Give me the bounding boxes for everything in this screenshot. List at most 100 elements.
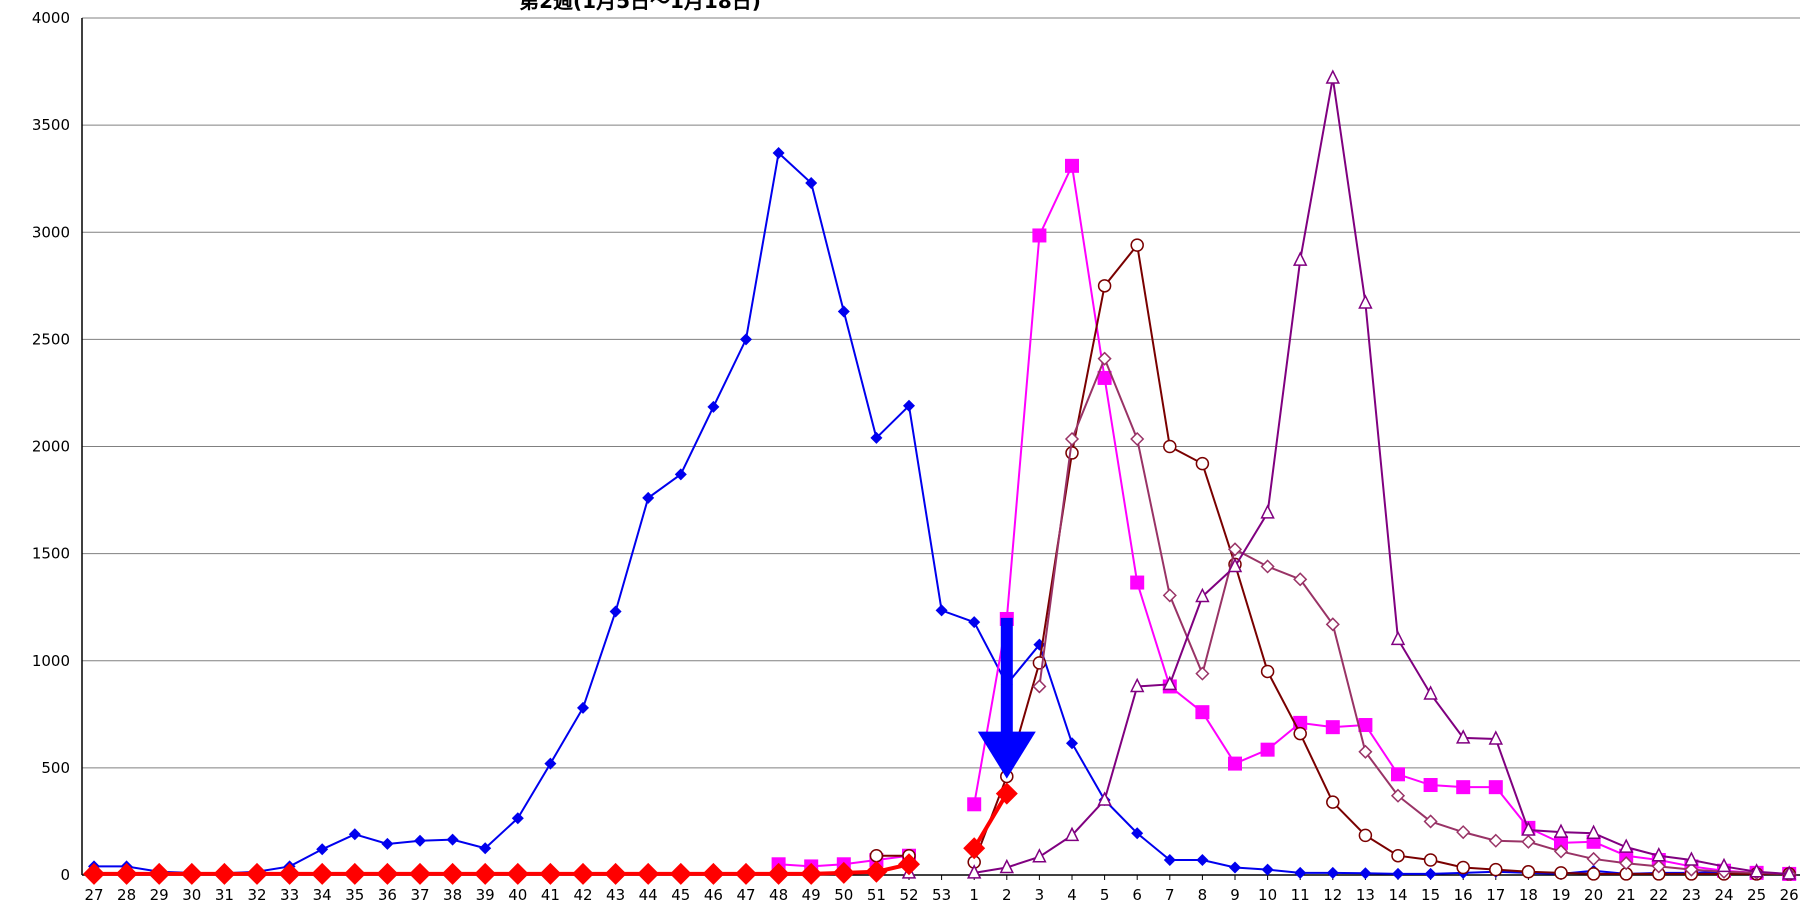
- arrow-shaft: [1000, 617, 1013, 734]
- data-point: [1651, 859, 1666, 874]
- data-point: [740, 333, 752, 346]
- data-point: [1358, 718, 1373, 733]
- data-point: [1260, 664, 1275, 679]
- gridlines: [82, 17, 1800, 769]
- data-point: [213, 862, 236, 885]
- data-point: [1064, 431, 1080, 447]
- data-point: [1293, 572, 1308, 587]
- data-point: [1293, 726, 1307, 741]
- x-tick-label: 5: [1100, 886, 1110, 904]
- data-point: [1032, 228, 1047, 243]
- data-point: [544, 757, 557, 770]
- y-axis-ticks: 0 500 1000 1500 2000 2500 3000 3500 4000: [32, 9, 70, 884]
- data-point: [1423, 778, 1438, 793]
- data-point: [539, 862, 562, 885]
- annotation-arrow: [977, 617, 1036, 779]
- data-point: [1325, 617, 1340, 632]
- data-point: [1292, 251, 1308, 266]
- data-point: [967, 797, 982, 812]
- x-tick-label: 3: [1035, 886, 1045, 904]
- data-point: [707, 400, 720, 413]
- chart-title: 第2週(1月5日～1月18日): [519, 0, 761, 13]
- data-point: [966, 864, 982, 879]
- data-point: [1716, 857, 1732, 873]
- data-point: [1489, 862, 1503, 877]
- data-point: [1097, 351, 1112, 366]
- data-point: [446, 833, 459, 846]
- x-tick-label: 28: [117, 886, 136, 904]
- x-tick-label: 15: [1421, 886, 1440, 904]
- x-tick-label: 37: [410, 886, 429, 904]
- data-point: [642, 491, 655, 504]
- data-point: [837, 305, 850, 318]
- data-point: [1294, 866, 1307, 879]
- x-tick-label: 20: [1584, 886, 1603, 904]
- data-point: [278, 862, 301, 885]
- data-point: [1424, 867, 1437, 880]
- data-point: [968, 616, 981, 629]
- data-point: [1227, 542, 1243, 557]
- x-tick-label: 9: [1230, 886, 1240, 904]
- x-tick-label: 19: [1551, 886, 1570, 904]
- data-point: [1326, 795, 1340, 809]
- x-tick-label: 10: [1258, 886, 1277, 904]
- y-tick-label: 1500: [32, 545, 70, 563]
- x-tick-label: 44: [639, 886, 658, 904]
- data-point: [935, 604, 948, 617]
- x-tick-label: 50: [834, 886, 853, 904]
- x-tick-label: 32: [247, 886, 266, 904]
- x-tick-label: 6: [1132, 886, 1142, 904]
- data-point: [1456, 860, 1470, 875]
- x-tick-label: 46: [704, 886, 723, 904]
- x-tick-label: 33: [280, 886, 299, 904]
- data-point: [1456, 825, 1471, 840]
- x-tick-label: 22: [1649, 886, 1668, 904]
- data-point: [1392, 867, 1404, 880]
- data-point: [1521, 865, 1536, 879]
- data-point: [1032, 679, 1047, 694]
- data-point: [1684, 851, 1699, 866]
- data-point: [767, 862, 790, 885]
- data-point: [316, 843, 329, 856]
- data-point: [1130, 431, 1145, 447]
- data-point: [1390, 630, 1406, 646]
- x-tick-label: 41: [541, 886, 560, 904]
- data-point: [1196, 854, 1209, 867]
- data-point: [1488, 730, 1504, 745]
- data-point: [1163, 854, 1176, 867]
- x-tick-label: 30: [182, 886, 201, 904]
- data-point: [674, 468, 687, 481]
- data-point: [1130, 575, 1145, 590]
- series-line: [1038, 355, 1790, 875]
- y-tick-label: 3500: [32, 116, 70, 134]
- x-tick-label: 45: [671, 886, 690, 904]
- data-point: [1586, 824, 1601, 839]
- data-point: [772, 146, 785, 159]
- data-point: [180, 862, 203, 885]
- series-line: [974, 77, 1790, 875]
- data-point: [1260, 504, 1275, 519]
- data-point: [637, 862, 660, 885]
- data-point: [1358, 828, 1373, 843]
- data-point: [1391, 767, 1405, 782]
- x-tick-label: 25: [1747, 886, 1766, 904]
- y-tick-label: 0: [60, 866, 70, 884]
- x-tick-label: 48: [769, 886, 788, 904]
- data-point: [1423, 685, 1438, 700]
- x-tick-label: 47: [736, 886, 755, 904]
- x-tick-label: 8: [1198, 886, 1208, 904]
- data-point: [343, 862, 366, 885]
- data-point: [1228, 756, 1242, 771]
- data-point: [1521, 821, 1536, 836]
- data-point: [1325, 720, 1340, 735]
- data-point: [1326, 866, 1339, 879]
- data-point: [963, 837, 986, 860]
- data-point: [479, 842, 492, 855]
- data-point: [414, 834, 426, 847]
- data-point: [1097, 279, 1112, 293]
- x-tick-label: 53: [932, 886, 951, 904]
- data-point: [800, 862, 823, 885]
- data-point: [1065, 158, 1079, 173]
- data-point: [1162, 588, 1177, 603]
